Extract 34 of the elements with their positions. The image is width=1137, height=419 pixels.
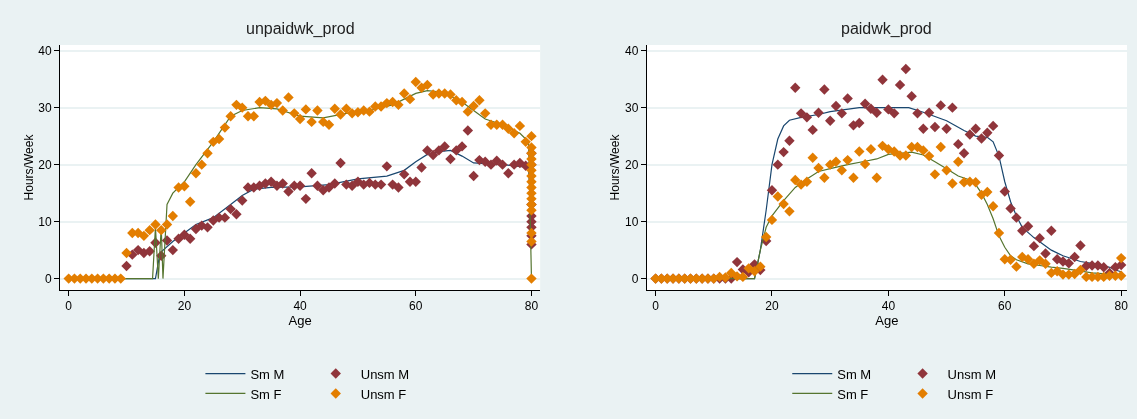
y-tick-label: 0 <box>631 271 639 286</box>
chart-title: paidwk_prod <box>841 20 932 38</box>
legend-label: Sm F <box>837 386 869 402</box>
chart-title: unpaidwk_prod <box>246 20 355 38</box>
y-tick-label: 0 <box>44 271 52 286</box>
legend-label: Sm F <box>250 386 282 402</box>
y-tick-label: 40 <box>625 43 639 58</box>
x-tick-label: 80 <box>524 299 539 314</box>
y-tick-label: 40 <box>38 43 52 58</box>
y-tick-label: 10 <box>625 214 639 229</box>
x-tick-label: 60 <box>998 299 1012 314</box>
x-tick-label: 20 <box>177 299 192 314</box>
x-axis-title: Age <box>875 313 899 329</box>
x-tick-label: 0 <box>65 299 73 314</box>
y-tick-label: 10 <box>38 214 52 229</box>
legend-label: Unsm F <box>360 386 407 402</box>
legend-label: Unsm M <box>947 366 996 382</box>
x-tick-label: 40 <box>293 299 308 314</box>
y-axis-title: Hours/Week <box>608 133 623 201</box>
x-tick-label: 80 <box>1114 299 1129 314</box>
y-tick-label: 20 <box>38 157 52 172</box>
x-axis-title: Age <box>288 313 312 329</box>
x-tick-label: 60 <box>409 299 423 314</box>
legend-label: Sm M <box>837 366 872 382</box>
y-tick-label: 30 <box>625 100 639 115</box>
legend-label: Unsm F <box>947 386 994 402</box>
legend-label: Sm M <box>250 366 285 382</box>
y-axis-title: Hours/Week <box>21 133 36 201</box>
y-tick-label: 30 <box>38 100 52 115</box>
x-tick-label: 40 <box>881 299 896 314</box>
legend-label: Unsm M <box>360 366 410 382</box>
x-tick-label: 20 <box>765 299 779 314</box>
y-tick-label: 20 <box>625 157 639 172</box>
x-tick-label: 0 <box>652 299 660 314</box>
